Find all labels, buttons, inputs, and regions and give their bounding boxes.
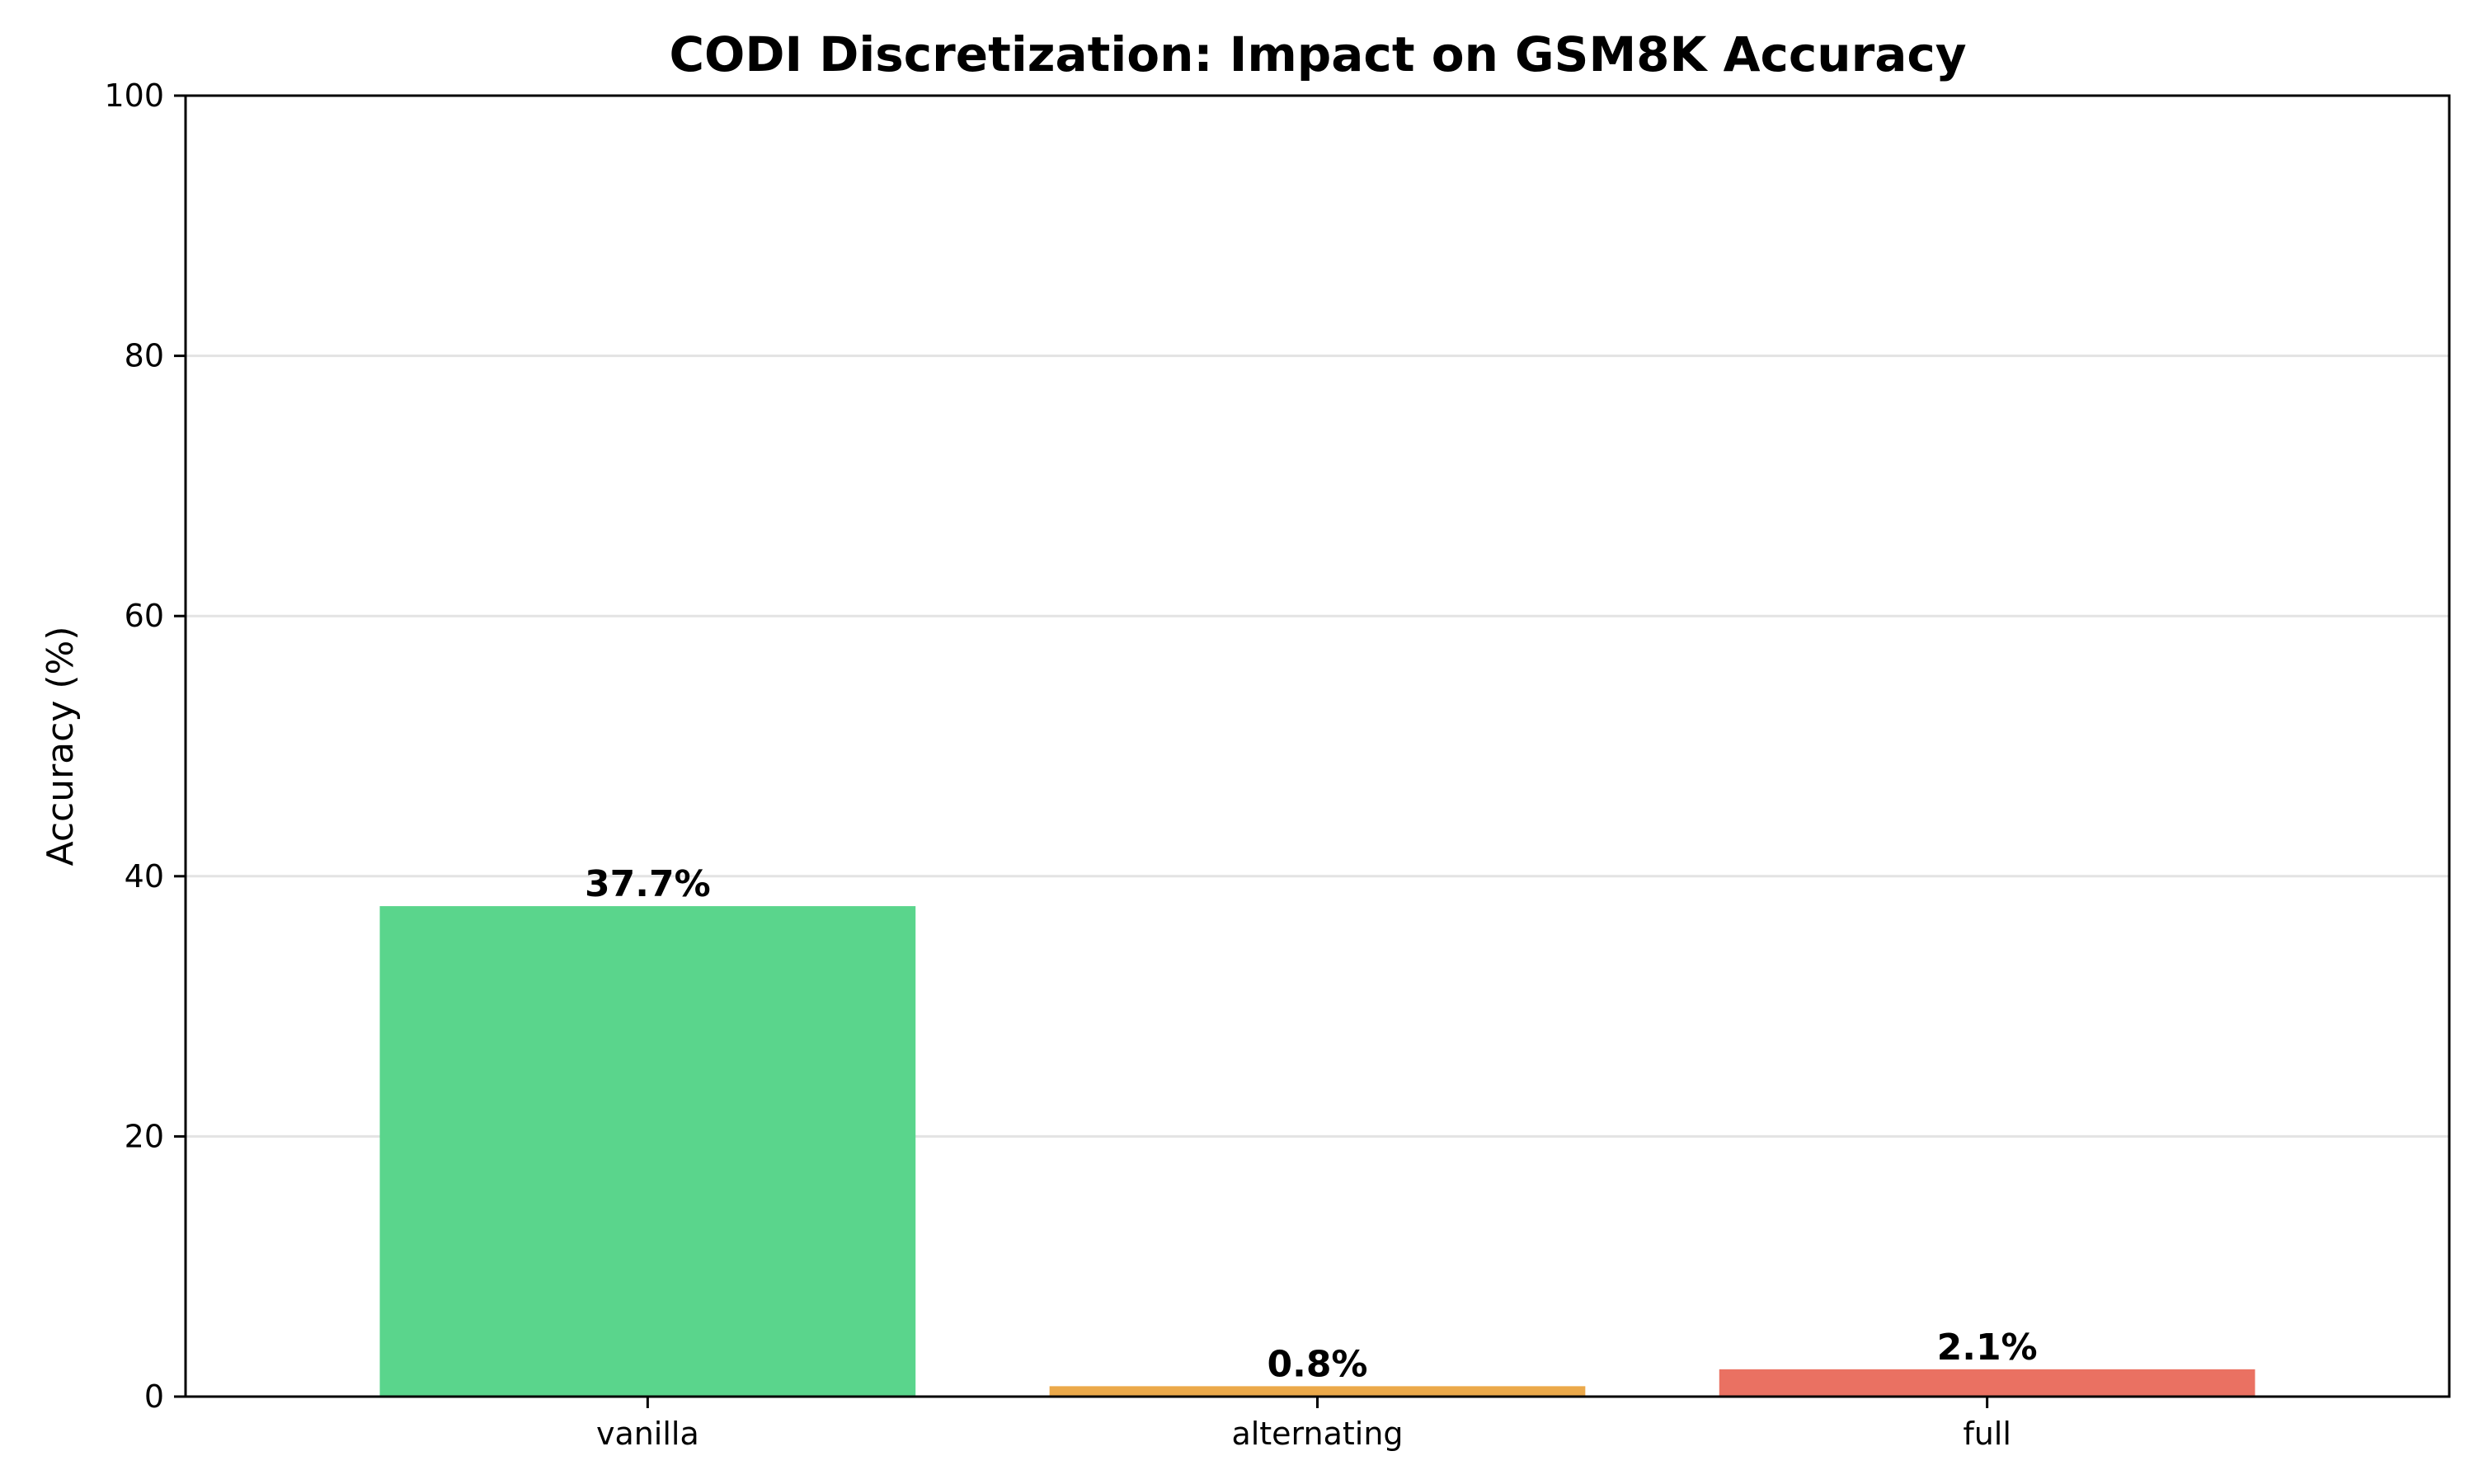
data-label-alternating: 0.8% <box>1267 1343 1367 1385</box>
y-tick-label: 60 <box>125 598 164 634</box>
y-tick-label: 40 <box>125 858 164 895</box>
bars <box>379 906 2255 1397</box>
y-tick-label: 100 <box>104 77 164 114</box>
bar-vanilla <box>379 906 916 1397</box>
chart-title: CODI Discretization: Impact on GSM8K Acc… <box>669 26 1966 82</box>
x-axis: vanilla alternating full <box>596 1397 2011 1452</box>
y-tick-label: 20 <box>125 1118 164 1154</box>
data-labels: 37.7% 0.8% 2.1% <box>585 863 2038 1385</box>
data-label-full: 2.1% <box>1937 1327 2038 1369</box>
y-axis-label: Accuracy (%) <box>40 626 82 866</box>
y-tick-label: 0 <box>144 1378 164 1415</box>
x-tick-label-vanilla: vanilla <box>596 1416 699 1452</box>
bar-full <box>1719 1369 2255 1397</box>
x-tick-label-full: full <box>1963 1416 2011 1452</box>
x-tick-label-alternating: alternating <box>1231 1416 1403 1452</box>
y-tick-label: 80 <box>125 338 164 374</box>
bar-alternating <box>1049 1386 1586 1397</box>
data-label-vanilla: 37.7% <box>585 863 711 905</box>
y-axis: 0 20 40 60 80 100 <box>104 77 186 1415</box>
y-gridlines <box>186 355 2449 1138</box>
